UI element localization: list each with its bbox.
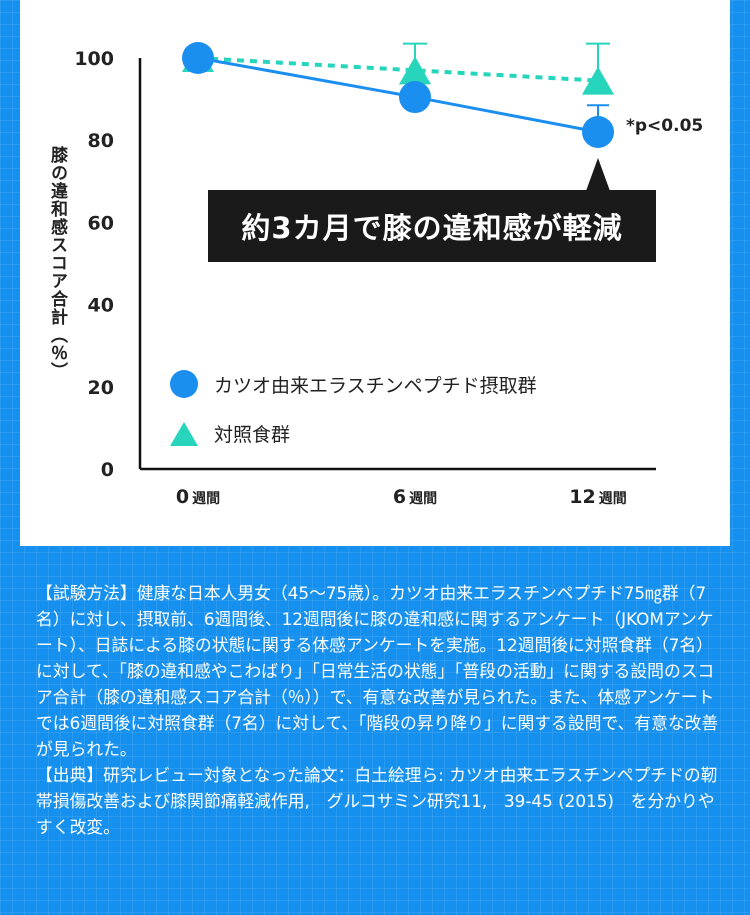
control-series-line (197, 56, 599, 83)
y-tick-label: 100 (74, 48, 114, 70)
chart-panel: 0 20 40 60 80 100 0 週間 6 週間 12 週間 膝の違和感スコア合計（％） *p<… (20, 0, 730, 546)
source-text: 【出典】研究レビュー対象となった論文：白土絵理ら: カツオ由来エラスチンペプチド… (36, 765, 718, 837)
y-axis-label: 膝の違和感スコア合計（％） (47, 146, 67, 380)
legend-label-control: 対照食群 (214, 424, 291, 446)
control-triangle-point (582, 66, 614, 95)
y-tick-label: 20 (88, 377, 114, 399)
circle-marker-icon (170, 370, 198, 398)
y-tick-label: 0 (101, 459, 114, 481)
legend-item-control: 対照食群 (170, 420, 290, 447)
x-tick-label: 12 週間 (569, 486, 626, 508)
treatment-circle-point (582, 115, 614, 148)
y-tick-label: 60 (88, 212, 114, 234)
y-tick-label: 40 (88, 295, 114, 317)
significance-annotation: *p<0.05 (626, 116, 704, 136)
legend-item-treatment: カツオ由来エラスチンペプチド摂取群 (170, 370, 537, 398)
triangle-marker-icon (170, 421, 198, 446)
method-text: 【試験方法】健康な日本人男女（45〜75歳）。カツオ由来エラスチンペプチド75㎎… (36, 583, 719, 759)
callout-pointer (586, 157, 610, 191)
control-triangle-point (399, 56, 431, 85)
y-tick-label: 80 (88, 130, 114, 152)
study-footnote: 【試験方法】健康な日本人男女（45〜75歳）。カツオ由来エラスチンペプチド75㎎… (36, 580, 726, 840)
treatment-circle-point (182, 42, 214, 74)
treatment-circle-point (399, 81, 431, 114)
result-callout: 約3カ月で膝の違和感が軽減 (208, 190, 656, 262)
x-tick-label: 0 週間 (176, 486, 220, 508)
line-chart: 0 20 40 60 80 100 0 週間 6 週間 12 週間 (74, 42, 656, 508)
legend-label-treatment: カツオ由来エラスチンペプチド摂取群 (214, 374, 537, 397)
x-tick-label: 6 週間 (393, 486, 437, 508)
